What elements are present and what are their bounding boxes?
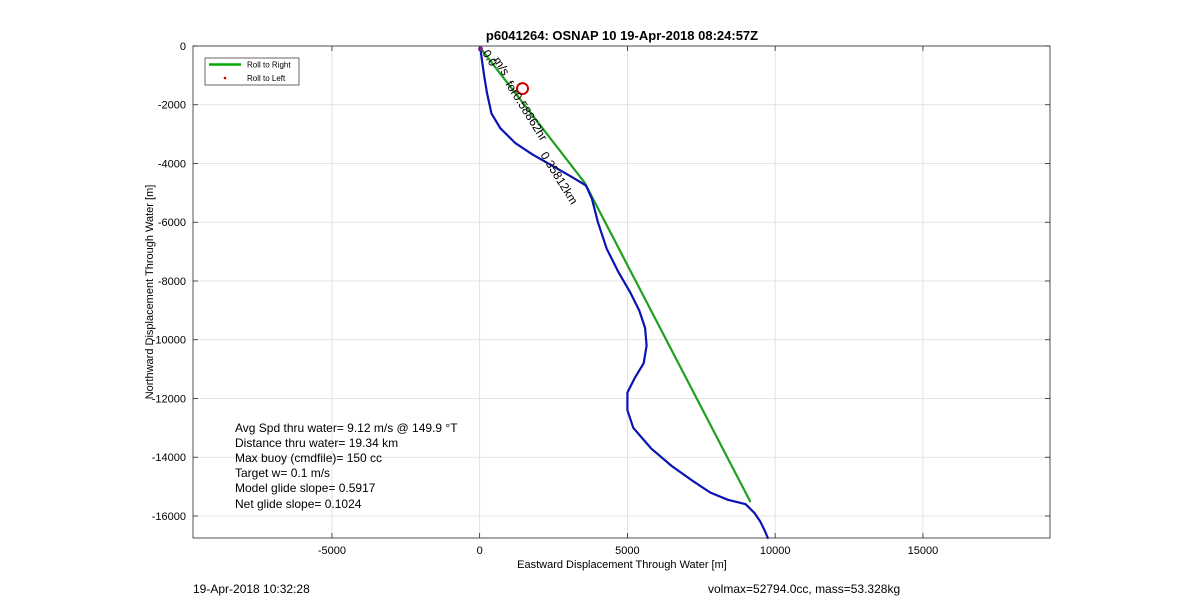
grid-lines (193, 45, 1050, 538)
y-tick-label: 0 (180, 41, 186, 53)
stat-max-buoy: Max buoy (cmdfile)= 150 cc (235, 451, 382, 465)
axis-ticks: -5000 0 5000 10000 15000 0 -2000 -4000 -6000 -800… (152, 41, 1050, 557)
stat-model-glide: Model glide slope= 0.5917 (235, 481, 376, 495)
x-tick-label: 5000 (615, 545, 639, 557)
y-tick-label: -6000 (158, 217, 186, 229)
y-tick-label: -16000 (152, 511, 186, 523)
stat-net-glide: Net glide slope= 0.1024 (235, 497, 362, 511)
y-tick-label: -4000 (158, 158, 186, 170)
y-tick-label: -2000 (158, 100, 186, 112)
stat-target-w: Target w= 0.1 m/s (235, 466, 330, 480)
x-tick-label: 15000 (908, 545, 939, 557)
stats-annotation: Avg Spd thru water= 9.12 m/s @ 149.9 °T … (235, 421, 458, 511)
plot-series (479, 47, 769, 540)
series-line-roll-right (480, 47, 752, 503)
legend-label-roll-right: Roll to Right (247, 61, 291, 70)
x-tick-label: -5000 (318, 545, 346, 557)
y-tick-label: -8000 (158, 276, 186, 288)
legend: Roll to Right Roll to Left (204, 57, 300, 86)
footer-timestamp: 19-Apr-2018 10:32:28 (193, 582, 310, 596)
axes-frame (192, 45, 1051, 539)
legend-label-roll-left: Roll to Left (247, 74, 286, 83)
chart-title: p6041264: OSNAP 10 19-Apr-2018 08:24:57Z (486, 28, 758, 43)
y-tick-label: -12000 (152, 393, 186, 405)
footer-volmax-mass: volmax=52794.0cc, mass=53.328kg (708, 582, 901, 596)
y-tick-label: -14000 (152, 452, 186, 464)
legend-box (204, 57, 300, 86)
red-circle-marker (516, 82, 530, 96)
series-line-track (479, 47, 769, 540)
y-axis-label: Northward Displacement Through Water [m] (144, 185, 156, 400)
x-tick-label: 10000 (760, 545, 791, 557)
x-axis-label: Eastward Displacement Through Water [m] (517, 559, 727, 571)
x-tick-label: 0 (477, 545, 483, 557)
track-start-point (478, 46, 484, 52)
legend-dot-roll-left (223, 76, 227, 80)
y-tick-label: -10000 (152, 335, 186, 347)
stat-distance: Distance thru water= 19.34 km (235, 436, 398, 450)
stat-avg-speed: Avg Spd thru water= 9.12 m/s @ 149.9 °T (235, 421, 458, 435)
